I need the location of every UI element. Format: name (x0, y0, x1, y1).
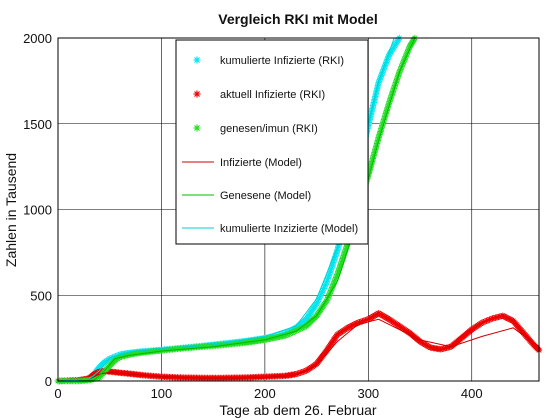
legend-label: kumulierte Inzizierte (Model) (220, 223, 358, 235)
x-tick-label: 300 (357, 386, 379, 401)
series-3 (57, 318, 540, 382)
y-tick-label: 0 (45, 374, 52, 389)
series-line (57, 318, 540, 382)
x-tick-label: 200 (254, 386, 276, 401)
legend-box (175, 39, 369, 245)
y-axis-label: Zahlen in Tausend (3, 153, 19, 267)
x-axis-label: Tage ab dem 26. Februar (219, 402, 377, 418)
legend-label: Infizierte (Model) (220, 157, 302, 169)
legend-label: kumulierte Infizierte (RKI) (220, 55, 344, 67)
legend-label: genesen/imun (RKI) (220, 123, 318, 135)
y-tick-label: 1500 (23, 117, 52, 132)
legend-marker (193, 124, 201, 132)
legend: kumulierte Infizierte (RKI) aktuell Infiz… (175, 39, 369, 245)
y-tick-label: 500 (30, 288, 52, 303)
legend-marker (193, 56, 201, 64)
chart-title: Vergleich RKI mit Model (218, 11, 377, 27)
series-1 (54, 310, 543, 385)
y-tick-label: 2000 (23, 31, 52, 46)
legend-marker (193, 90, 201, 98)
legend-label: Genesene (Model) (220, 190, 311, 202)
x-tick-label: 0 (54, 386, 61, 401)
x-tick-label: 400 (461, 386, 483, 401)
y-tick-label: 1000 (23, 203, 52, 218)
series-line (57, 37, 416, 382)
plot-frame (57, 37, 540, 382)
legend-label: aktuell Infizierte (RKI) (220, 89, 325, 101)
axis-ticks: 0 100 200 300 400 0 500 1000 1500 2000 (23, 31, 483, 401)
series-markers (54, 310, 543, 385)
series-4 (57, 37, 416, 382)
x-tick-label: 100 (151, 386, 173, 401)
